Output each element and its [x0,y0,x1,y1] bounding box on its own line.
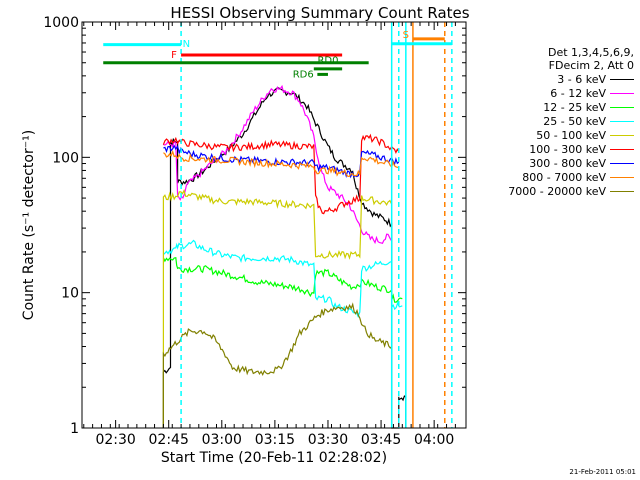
legend-label-4: 50 - 100 keV [536,128,606,142]
legend-item-7: 800 - 7000 keV [478,170,634,184]
legend-item-2: 12 - 25 keV [478,100,634,114]
series-line-2 [162,256,403,303]
legend-item-1: 6 - 12 keV [478,86,634,100]
legend-label-7: 800 - 7000 keV [522,170,606,184]
x-tick-label-1: 02:45 [149,432,189,448]
series-line-1 [163,84,393,245]
legend-swatch-4 [610,134,634,136]
legend-item-0: 3 - 6 keV [478,72,634,86]
y-axis-label: Count Rate (s⁻¹ detector⁻¹) [21,130,37,320]
legend-header-2: FDecim 2, Att 0 [548,59,634,72]
legend-item-4: 50 - 100 keV [478,128,634,142]
legend-swatch-3 [610,120,634,122]
x-tick-label-3: 03:15 [255,432,295,448]
x-tick-label-5: 03:45 [361,432,401,448]
series-line-4 [162,189,393,428]
y-tick-label-1: 10 [61,286,79,302]
legend-swatch-1 [610,92,634,94]
x-tick-label-6: 04:00 [414,432,454,448]
y-tick-label-3: 1000 [43,15,79,31]
state-label-2: RD0 [317,55,338,66]
legend-label-5: 100 - 300 keV [529,142,606,156]
legend-header-1: Det 1,3,4,5,6,9, [547,46,634,59]
legend-item-8: 7000 - 20000 keV [478,184,634,198]
legend-swatch-5 [610,148,634,150]
series-line-5 [162,133,400,215]
y-tick-label-2: 100 [52,150,79,166]
legend: Det 1,3,4,5,6,9, FDecim 2, Att 0 3 - 6 k… [478,46,634,198]
legend-swatch-2 [610,106,634,108]
x-axis-label: Start Time (20-Feb-11 02:28:02) [161,450,387,466]
legend-item-6: 300 - 800 keV [478,156,634,170]
legend-label-2: 12 - 25 keV [543,100,606,114]
legend-rows: 3 - 6 keV 6 - 12 keV 12 - 25 keV 25 - 50 ke… [478,72,634,198]
chart-title: HESSI Observing Summary Count Rates [170,4,469,22]
legend-swatch-0 [610,78,634,80]
state-label-1: F [171,50,177,61]
series-line-7 [163,149,399,178]
legend-label-3: 25 - 50 keV [543,114,606,128]
state-label-3: RD6 [293,69,314,80]
legend-item-5: 100 - 300 keV [478,142,634,156]
legend-item-3: 25 - 50 keV [478,114,634,128]
legend-swatch-8 [610,190,634,192]
state-label-0: N [183,39,190,50]
footer-date: 21-Feb-2011 05:01 [569,468,636,476]
legend-swatch-7 [610,176,634,178]
legend-label-8: 7000 - 20000 keV [508,184,606,198]
legend-label-1: 6 - 12 keV [550,86,606,100]
series-line-6 [163,144,400,179]
legend-label-0: 3 - 6 keV [557,72,606,86]
series-line-8 [162,302,393,428]
legend-swatch-6 [610,162,634,164]
state-label-5: S [403,30,409,41]
series-line-3 [163,239,403,318]
x-tick-label-2: 03:00 [202,432,242,448]
x-tick-label-0: 02:30 [95,432,135,448]
y-tick-label-0: 1 [70,421,79,437]
plot-frame [81,21,467,429]
legend-label-6: 300 - 800 keV [529,156,606,170]
x-tick-label-4: 03:30 [308,432,348,448]
